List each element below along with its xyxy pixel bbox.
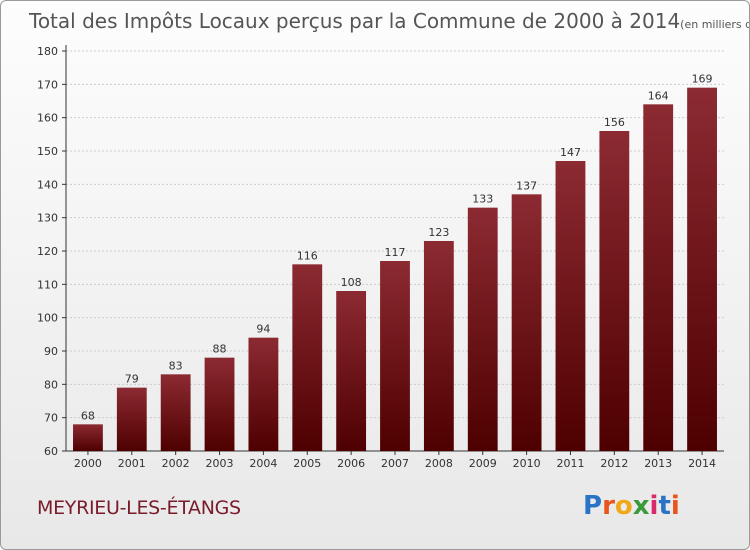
data-label: 147: [560, 146, 581, 159]
x-tick-label: 2012: [600, 457, 628, 470]
data-label: 117: [385, 246, 406, 259]
bar: [248, 337, 279, 451]
y-tick-label: 70: [44, 412, 58, 425]
data-label: 108: [341, 276, 362, 289]
y-tick-label: 80: [44, 378, 58, 391]
y-tick-label: 130: [37, 212, 58, 225]
logo-letter: t: [658, 491, 671, 521]
data-label: 123: [428, 226, 449, 239]
title-block: Total des Impôts Locaux perçus par la Co…: [29, 9, 749, 33]
y-tick-label: 100: [37, 312, 58, 325]
x-tick-label: 2007: [381, 457, 409, 470]
y-tick-label: 160: [37, 112, 58, 125]
bar: [643, 104, 674, 451]
x-tick-label: 2014: [688, 457, 716, 470]
data-label: 94: [256, 323, 270, 336]
x-tick-label: 2011: [556, 457, 584, 470]
x-tick-label: 2003: [206, 457, 234, 470]
bar: [687, 87, 717, 452]
y-tick-label: 120: [37, 245, 58, 258]
bar: [511, 194, 542, 452]
x-tick-label: 2002: [162, 457, 190, 470]
y-tick-label: 170: [37, 78, 58, 91]
x-tick-label: 2009: [469, 457, 497, 470]
commune-name: MEYRIEU-LES-ÉTANGS: [37, 497, 241, 519]
logo-letter: o: [614, 491, 633, 521]
bar: [467, 207, 498, 451]
bar: [116, 387, 147, 451]
logo-letter: r: [602, 491, 615, 521]
bar: [73, 424, 103, 451]
bar: [599, 131, 630, 451]
data-label: 156: [604, 116, 625, 129]
y-tick-label: 110: [37, 278, 58, 291]
x-tick-label: 2000: [74, 457, 102, 470]
bar: [160, 374, 191, 451]
x-tick-label: 2013: [644, 457, 672, 470]
logo-letter: i: [670, 491, 680, 521]
data-label: 164: [648, 89, 669, 102]
chart-unit-note: (en milliers d'€): [680, 18, 749, 31]
y-tick-label: 180: [37, 45, 58, 58]
x-tick-label: 2005: [293, 457, 321, 470]
data-label: 169: [692, 73, 713, 86]
proxiti-logo: Proxiti: [583, 491, 680, 521]
data-label: 68: [81, 409, 95, 422]
data-label: 79: [125, 373, 139, 386]
chart-title: Total des Impôts Locaux perçus par la Co…: [29, 9, 681, 33]
logo-letter: i: [649, 491, 659, 521]
bar: [555, 161, 586, 451]
y-tick-label: 90: [44, 345, 58, 358]
x-tick-label: 2008: [425, 457, 453, 470]
y-tick-label: 150: [37, 145, 58, 158]
x-tick-label: 2010: [513, 457, 541, 470]
logo-letter: P: [583, 491, 603, 521]
data-label: 116: [297, 249, 318, 262]
data-label: 83: [169, 359, 183, 372]
x-tick-label: 2001: [118, 457, 146, 470]
bar: [204, 357, 235, 451]
x-tick-label: 2006: [337, 457, 365, 470]
x-tick-label: 2004: [249, 457, 277, 470]
bar: [380, 261, 410, 451]
y-tick-label: 140: [37, 178, 58, 191]
bar: [292, 264, 323, 451]
data-label: 88: [213, 343, 227, 356]
y-tick-label: 60: [44, 445, 58, 458]
data-label: 133: [472, 193, 493, 206]
bar: [336, 291, 367, 451]
data-label: 137: [516, 179, 537, 192]
bar: [423, 241, 454, 451]
logo-letter: x: [632, 491, 650, 521]
